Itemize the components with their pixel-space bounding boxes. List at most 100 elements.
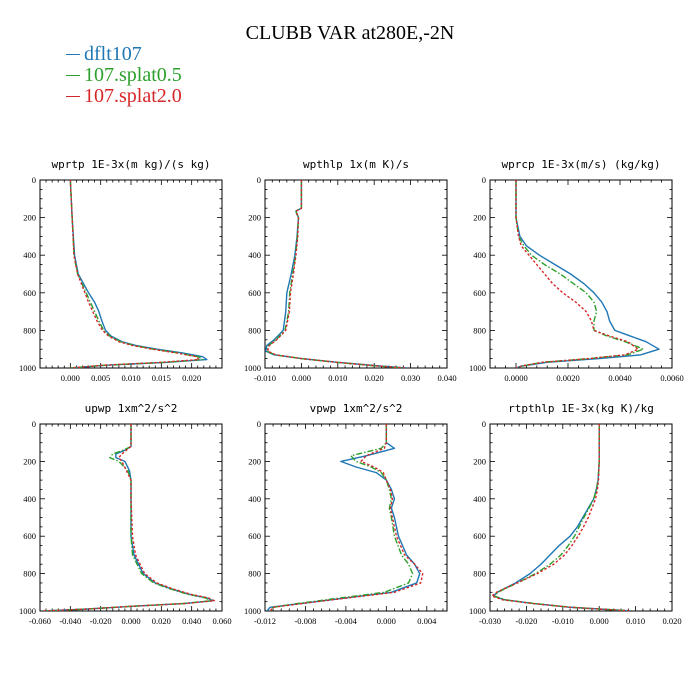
y-tick-label: 800 <box>248 569 261 579</box>
chart-panel-6: rtpthlp 1E-3x(kg K)/kg02004006008001000-… <box>469 402 682 626</box>
legend-swatch <box>66 75 80 76</box>
y-tick-label: 600 <box>23 531 36 541</box>
x-tick-label: 0.000 <box>377 616 396 626</box>
x-tick-label: 0.010 <box>626 616 645 626</box>
series-line-dflt107 <box>42 424 214 611</box>
series-line-107-splat2-0 <box>69 180 200 368</box>
y-tick-label: 800 <box>248 325 261 335</box>
x-tick-label: -0.020 <box>90 616 112 626</box>
series-line-107-splat2-0 <box>491 424 633 611</box>
y-tick-label: 600 <box>473 531 486 541</box>
y-tick-label: 600 <box>248 288 261 298</box>
y-tick-label: 800 <box>473 569 486 579</box>
x-tick-label: 0.020 <box>182 373 201 383</box>
chart-panel-5: vpwp 1xm^2/s^2 0 200 400 600 800 1000-0.012 -0.… <box>244 402 448 626</box>
legend: dflt107 107.splat0.5 107.splat2.0 <box>66 43 182 107</box>
panel-title: rtpthlp 1E-3x(kg K)/kg <box>508 402 654 415</box>
series-line-dflt107 <box>69 180 208 368</box>
y-tick-label: 200 <box>473 456 486 466</box>
y-tick-label: 600 <box>248 531 261 541</box>
y-tick-label: 600 <box>473 288 486 298</box>
y-tick-label: 1000 <box>469 606 486 616</box>
x-tick-label: -0.004 <box>335 616 358 626</box>
figure-title: CLUBB VAR at280E,-2N <box>245 22 455 44</box>
plot-frame <box>39 179 223 369</box>
y-tick-label: 400 <box>23 494 36 504</box>
chart-panel-2: wpthlp 1x(m K)/s 0 200 400 600 800 1000-0.010 0… <box>244 158 457 383</box>
x-tick-label: 0.040 <box>437 373 456 383</box>
series-line-107-splat0-5 <box>266 180 404 368</box>
y-tick-label: 0 <box>482 175 486 185</box>
series-line-107-splat0-5 <box>493 424 633 611</box>
plot-frame <box>489 179 673 369</box>
y-tick-label: 200 <box>23 456 36 466</box>
y-tick-label: 0 <box>482 419 486 429</box>
x-tick-label: 0.000 <box>121 616 140 626</box>
panel-title: wprtp 1E-3x(m kg)/(s kg) <box>52 158 211 171</box>
panel-title: vpwp 1xm^2/s^2 <box>310 402 403 415</box>
y-tick-label: 1000 <box>244 606 261 616</box>
legend-item-dflt107: dflt107 <box>66 43 182 65</box>
series-line-dflt107 <box>492 424 633 611</box>
y-tick-label: 200 <box>248 213 261 223</box>
x-tick-label: -0.010 <box>254 373 276 383</box>
legend-swatch <box>66 96 80 97</box>
x-tick-label: 0.0020 <box>556 373 579 383</box>
x-tick-label: 0.000 <box>590 616 609 626</box>
panel-title: upwp 1xm^2/s^2 <box>85 402 178 415</box>
legend-item-splat2-0: 107.splat2.0 <box>66 85 182 107</box>
x-tick-label: 0.015 <box>152 373 171 383</box>
x-tick-label: -0.020 <box>515 616 537 626</box>
x-tick-label: 0.010 <box>121 373 140 383</box>
x-tick-label: -0.012 <box>254 616 276 626</box>
legend-label: dflt107 <box>84 43 142 65</box>
y-tick-label: 400 <box>248 494 261 504</box>
chart-panel-4: upwp 1xm^2/s^2 0 200 400 600 800 1000-0.060 -0.… <box>19 402 232 626</box>
y-tick-label: 800 <box>473 325 486 335</box>
y-tick-label: 200 <box>23 213 36 223</box>
y-tick-label: 400 <box>473 494 486 504</box>
y-tick-label: 1000 <box>469 363 486 373</box>
x-tick-label: 0.0000 <box>504 373 527 383</box>
series-line-107-splat2-0 <box>42 424 216 611</box>
y-tick-label: 400 <box>248 250 261 260</box>
y-tick-label: 200 <box>473 213 486 223</box>
y-tick-label: 400 <box>473 250 486 260</box>
series-line-107-splat0-5 <box>69 180 204 368</box>
series-line-107-splat2-0 <box>266 180 406 368</box>
series-line-107-splat2-0 <box>269 424 424 611</box>
y-tick-label: 0 <box>32 419 36 429</box>
series-line-107-splat2-0 <box>515 180 639 368</box>
x-tick-label: 0.010 <box>328 373 347 383</box>
plot-frame <box>264 179 448 369</box>
legend-label: 107.splat2.0 <box>84 85 182 107</box>
x-tick-label: -0.008 <box>294 616 316 626</box>
y-tick-label: 800 <box>23 569 36 579</box>
y-tick-label: 0 <box>32 175 36 185</box>
chart-panel-1: wprtp 1E-3x(m kg)/(s kg) 0 200 400 600 800 100… <box>19 158 223 383</box>
x-tick-label: 0.0040 <box>608 373 631 383</box>
x-tick-label: -0.030 <box>479 616 501 626</box>
x-tick-label: 0.000 <box>61 373 80 383</box>
y-tick-label: 1000 <box>19 606 36 616</box>
legend-swatch <box>66 54 80 55</box>
y-tick-label: 800 <box>23 325 36 335</box>
y-tick-label: 400 <box>23 250 36 260</box>
series-line-107-splat0-5 <box>44 424 213 611</box>
y-tick-label: 600 <box>23 288 36 298</box>
x-tick-label: -0.010 <box>552 616 574 626</box>
series-line-dflt107 <box>265 180 408 368</box>
x-tick-label: 0.030 <box>401 373 420 383</box>
x-tick-label: -0.040 <box>59 616 81 626</box>
panel-title: wprcp 1E-3x(m/s) (kg/kg) <box>502 158 661 171</box>
chart-panel-3: wprcp 1E-3x(m/s) (kg/kg) 0 200 400 600 800 100… <box>469 158 684 383</box>
x-tick-label: 0.004 <box>417 616 437 626</box>
y-tick-label: 1000 <box>244 363 261 373</box>
x-tick-label: 0.020 <box>152 616 171 626</box>
y-tick-label: 200 <box>248 456 261 466</box>
series-line-dflt107 <box>515 180 660 368</box>
series-line-107-splat0-5 <box>515 180 645 368</box>
legend-item-splat0-5: 107.splat0.5 <box>66 64 182 86</box>
x-tick-label: 0.020 <box>662 616 681 626</box>
